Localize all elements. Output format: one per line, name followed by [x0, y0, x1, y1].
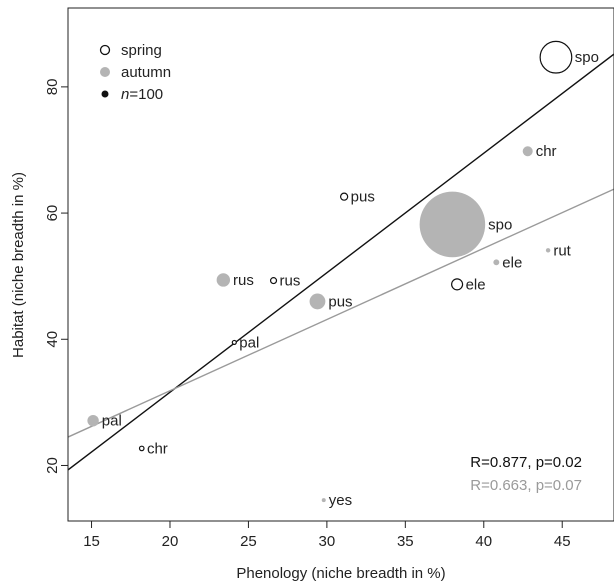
x-tick-label: 45: [554, 533, 571, 550]
legend-label-autumn: autumn: [121, 64, 171, 81]
x-tick-label: 30: [319, 533, 336, 550]
autumn-point-ele: [493, 259, 500, 266]
legend-marker-spring: [99, 44, 111, 56]
autumn-fit-line: [68, 188, 614, 438]
autumn-point-pus: [309, 293, 326, 310]
legend-label-spring: spring: [121, 42, 162, 59]
axes: Phenology (niche breadth in %) Habitat (…: [10, 7, 614, 582]
y-tick-label: 40: [44, 331, 61, 348]
x-tick-label: 25: [240, 533, 257, 550]
plot-frame: [67, 7, 614, 522]
autumn-label-yes: yes: [329, 492, 352, 509]
spring-point-spo: [539, 40, 573, 74]
legend: spring autumn n=100: [99, 42, 171, 103]
legend-label-n: n=100: [121, 86, 163, 103]
spring-label-pal: pal: [239, 334, 259, 351]
autumn-point-chr: [522, 146, 533, 157]
autumn-point-pal: [87, 414, 99, 427]
legend-marker-autumn: [100, 67, 110, 77]
spring-point-rus: [269, 277, 278, 285]
spring-point-ele: [451, 278, 464, 291]
spring-label-rus: rus: [279, 273, 300, 290]
autumn-label-pal: pal: [102, 413, 122, 430]
legend-marker-n: [101, 90, 109, 98]
spring-point-chr: [138, 445, 145, 452]
x-tick-label: 40: [475, 533, 492, 550]
spring-point-pus: [340, 192, 349, 201]
x-axis-label: Phenology (niche breadth in %): [236, 565, 445, 582]
y-tick-label: 60: [44, 205, 61, 222]
y-tick-label: 80: [44, 79, 61, 96]
y-tick-label: 20: [44, 457, 61, 474]
spring-fit-line: [68, 53, 614, 471]
fit-lines: [68, 53, 614, 471]
autumn-point-spo: [419, 191, 486, 258]
autumn-point-yes: [321, 498, 326, 503]
spring-point-pal: [231, 339, 237, 346]
x-tick-label: 35: [397, 533, 414, 550]
spring-label-ele: ele: [466, 276, 486, 293]
autumn-label-rus: rus: [233, 272, 254, 289]
x-tick-label: 20: [162, 533, 179, 550]
autumn-fit-statistic: R=0.663, p=0.07: [470, 477, 582, 494]
autumn-point-rus: [216, 273, 231, 287]
spring-label-pus: pus: [351, 189, 375, 206]
spring-label-spo: spo: [575, 49, 599, 66]
autumn-label-spo: spo: [488, 216, 512, 233]
autumn-label-chr: chr: [536, 143, 557, 160]
autumn-label-rut: rut: [553, 242, 571, 259]
data-points: spo pus rus ele pal chr spo chr rut ele rus pus pal y…: [87, 40, 599, 509]
x-tick-label: 15: [83, 533, 100, 550]
autumn-label-ele: ele: [502, 254, 522, 271]
spring-fit-statistic: R=0.877, p=0.02: [470, 454, 582, 471]
statistics: R=0.877, p=0.02 R=0.663, p=0.07: [470, 454, 582, 494]
y-axis-label: Habitat (niche breadth in %): [10, 172, 27, 358]
autumn-point-rut: [545, 248, 551, 253]
spring-label-chr: chr: [147, 440, 168, 457]
autumn-label-pus: pus: [328, 293, 352, 310]
